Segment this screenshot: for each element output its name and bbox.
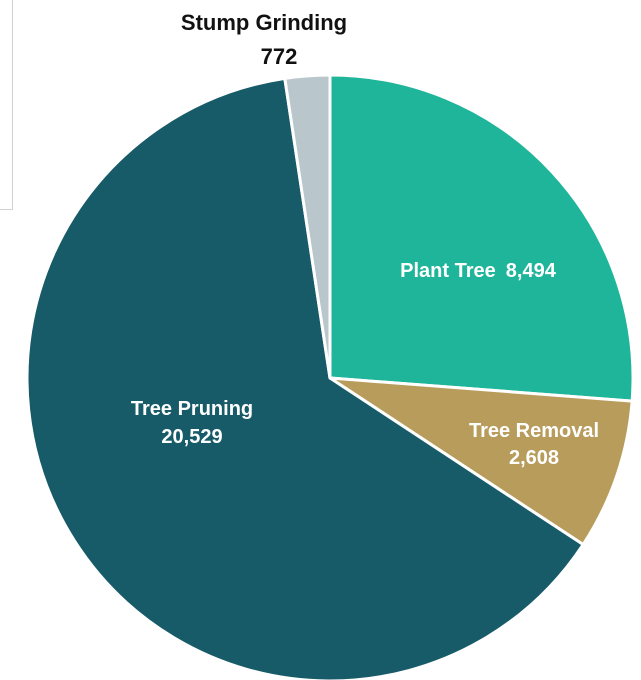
pie-slice-stump-grinding [283, 73, 332, 380]
pie-slice-plant-tree [328, 73, 635, 403]
pie-slices [25, 73, 635, 680]
slice-label-stump-grinding: Stump Grinding [181, 10, 347, 35]
slice-label-tree-pruning: Tree Pruning [131, 398, 253, 420]
slice-label-tree-removal: Tree Removal [469, 420, 599, 442]
slice-value-tree-removal: 2,608 [509, 447, 559, 469]
pie-slice-tree-pruning [25, 76, 585, 680]
slice-label-plant-tree: Plant Tree 8,494 [400, 260, 557, 282]
frame-divider-vertical [12, 0, 13, 210]
slice-value-stump-grinding: 772 [261, 44, 298, 69]
frame-divider-horizontal [0, 209, 13, 210]
pie-slice-tree-removal [328, 376, 634, 547]
slice-value-tree-pruning: 20,529 [161, 426, 222, 448]
pie-labels: Plant Tree 8,494 Tree Removal 2,608 Tree … [131, 10, 599, 469]
